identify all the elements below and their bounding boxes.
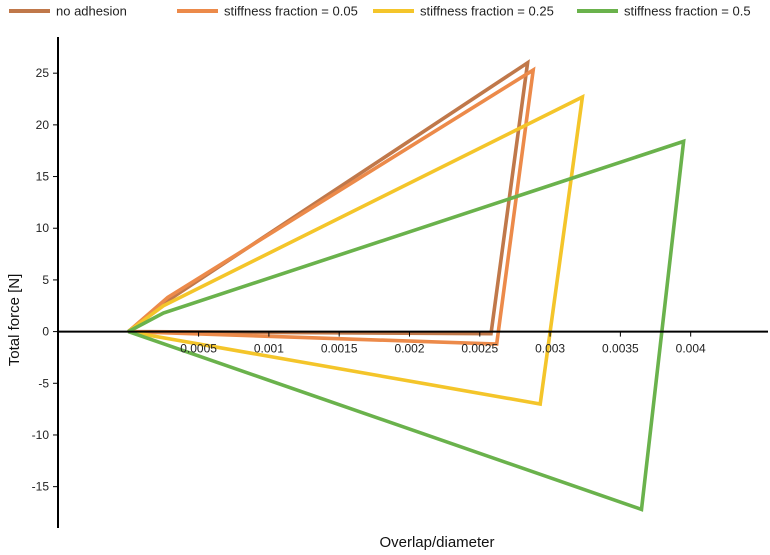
series-line-4 bbox=[127, 138, 686, 512]
y-tick-label: 10 bbox=[36, 221, 50, 235]
legend: no adhesion stiffness fraction = 0.05 stif… bbox=[9, 4, 751, 19]
x-tick-label: 0.002 bbox=[394, 342, 424, 356]
legend-label-3: stiffness fraction = 0.25 bbox=[420, 4, 554, 19]
series-layer bbox=[127, 59, 686, 512]
y-tick-label: 0 bbox=[42, 325, 49, 339]
series-line-2 bbox=[127, 66, 536, 346]
x-tick-label: 0.004 bbox=[676, 342, 706, 356]
y-tick-label: 25 bbox=[36, 66, 50, 80]
x-tick-label: 0.0025 bbox=[461, 342, 498, 356]
legend-label-1: no adhesion bbox=[56, 4, 127, 19]
y-tick-label: 20 bbox=[36, 118, 50, 132]
y-axis-label: Total force [N] bbox=[6, 274, 23, 367]
axes-layer bbox=[57, 37, 768, 528]
y-tick-label: 15 bbox=[36, 170, 50, 184]
y-tick-label: -15 bbox=[32, 480, 50, 494]
y-tick-label: -10 bbox=[32, 428, 50, 442]
x-axis-label: Overlap/diameter bbox=[379, 534, 494, 551]
y-tick-label: -5 bbox=[38, 376, 49, 390]
ticks-layer: 25 20 15 10 5 0 -5 -10 -15 0.0005 0.001 0.0015 0.002… bbox=[32, 66, 706, 493]
series-line-3 bbox=[127, 93, 585, 407]
x-tick-label: 0.0035 bbox=[602, 342, 639, 356]
x-tick-label: 0.0015 bbox=[321, 342, 358, 356]
x-tick-label: 0.003 bbox=[535, 342, 565, 356]
x-tick-label: 0.0005 bbox=[180, 342, 217, 356]
x-tick-label: 0.001 bbox=[254, 342, 284, 356]
y-tick-label: 5 bbox=[42, 273, 49, 287]
legend-label-2: stiffness fraction = 0.05 bbox=[224, 4, 358, 19]
legend-label-4: stiffness fraction = 0.5 bbox=[624, 4, 751, 19]
